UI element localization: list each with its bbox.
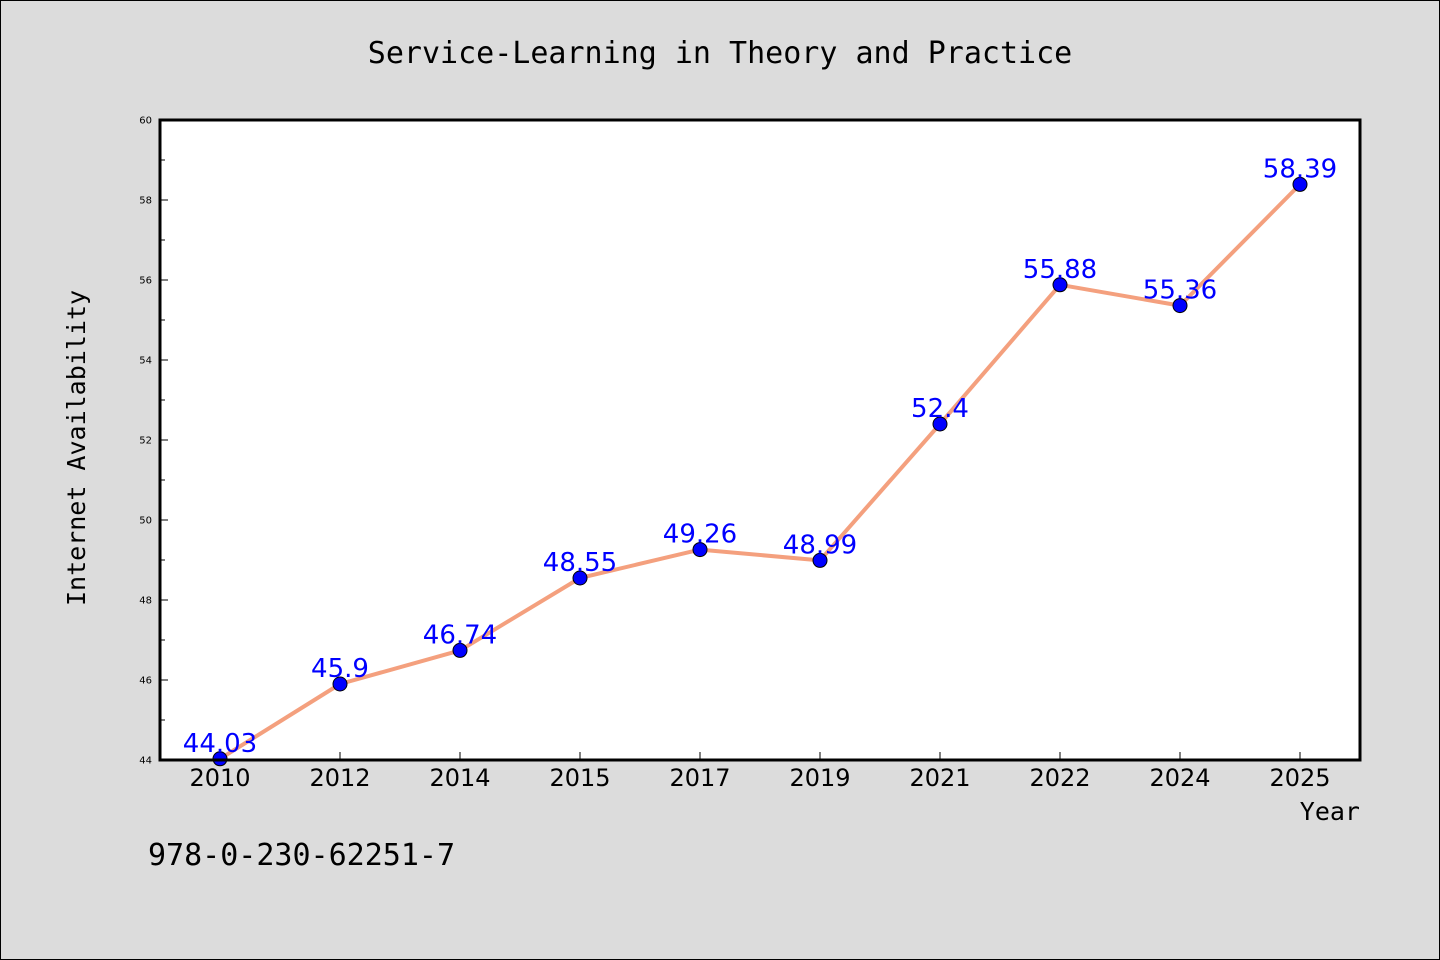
- y-tick-label: 58: [139, 196, 152, 207]
- x-tick-label: 2010: [189, 764, 250, 792]
- data-point: [452, 642, 468, 658]
- series-group: 44.03 45.9 46.74 48.55 49.26 48.99 52.4 55.88 55…: [183, 154, 1337, 767]
- data-label: 44.03: [183, 729, 257, 759]
- data-point: [812, 552, 828, 568]
- data-point: [1052, 277, 1068, 293]
- data-point: [692, 542, 708, 558]
- data-label: 55.88: [1023, 255, 1097, 285]
- data-label: 48.99: [783, 530, 857, 560]
- data-point: [332, 676, 348, 692]
- x-tick-label: 2017: [669, 764, 730, 792]
- data-point: [1172, 298, 1188, 314]
- y-axis: 44 46 48 50 52 54 56 58 60: [139, 116, 168, 767]
- isbn-text: 978-0-230-62251-7: [148, 838, 455, 873]
- data-label: 49.26: [663, 520, 737, 550]
- x-tick-label: 2021: [909, 764, 970, 792]
- y-tick-label: 54: [139, 356, 152, 367]
- data-label: 52.4: [911, 394, 969, 424]
- data-label: 45.9: [311, 654, 369, 684]
- data-point: [572, 570, 588, 586]
- data-label: 58.39: [1263, 154, 1337, 184]
- x-tick-label: 2015: [549, 764, 610, 792]
- plot-area: [160, 120, 1360, 760]
- y-tick-label: 50: [139, 516, 152, 527]
- x-tick-label: 2025: [1269, 764, 1330, 792]
- x-axis-label: Year: [1300, 797, 1360, 826]
- data-label: 55.36: [1143, 276, 1217, 306]
- chart-title: Service-Learning in Theory and Practice: [368, 36, 1072, 71]
- y-tick-label: 48: [139, 596, 152, 607]
- x-tick-label: 2022: [1029, 764, 1090, 792]
- x-tick-label: 2012: [309, 764, 370, 792]
- y-axis-label: Internet Availability: [62, 290, 91, 606]
- data-label: 46.74: [423, 620, 497, 650]
- data-point: [932, 416, 948, 432]
- data-label: 48.55: [543, 548, 617, 578]
- y-tick-label: 56: [139, 276, 152, 287]
- x-tick-label: 2024: [1149, 764, 1210, 792]
- x-axis: 2010 2012 2014 2015 2017 2019 2021 2022 2024 2025: [189, 752, 1331, 792]
- data-point: [1292, 176, 1308, 192]
- x-tick-label: 2019: [789, 764, 850, 792]
- x-tick-label: 2014: [429, 764, 490, 792]
- series-line: [218, 182, 1302, 761]
- plot-frame: [158, 118, 1362, 762]
- y-tick-label: 46: [139, 676, 152, 687]
- y-tick-label: 44: [139, 756, 152, 767]
- y-tick-label: 60: [139, 116, 152, 127]
- y-tick-label: 52: [139, 436, 152, 447]
